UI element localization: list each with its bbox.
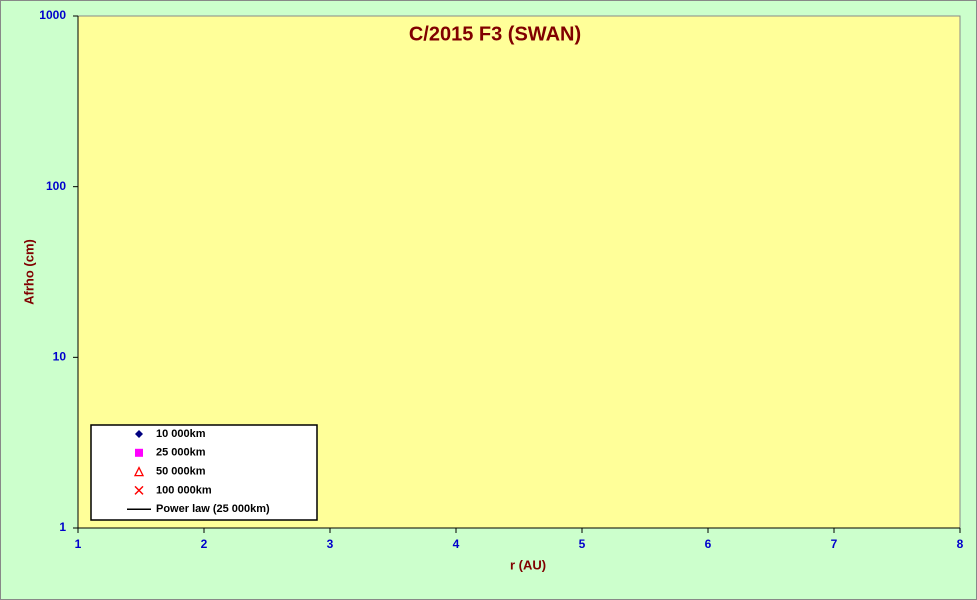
legend-label: Power law (25 000km) (156, 503, 270, 515)
x-tick-label: 4 (453, 537, 460, 551)
chart-title: C/2015 F3 (SWAN) (409, 23, 581, 45)
legend-marker (133, 466, 145, 477)
x-tick-label: 7 (831, 537, 838, 551)
legend-marker (135, 430, 143, 438)
legend-label: 50 000km (156, 466, 206, 478)
legend-label: 10 000km (156, 428, 206, 440)
x-tick-label: 5 (579, 537, 586, 551)
y-tick-label: 10 (53, 350, 67, 364)
x-tick-label: 6 (705, 537, 712, 551)
legend-label: 100 000km (156, 484, 212, 496)
x-tick-label: 1 (75, 537, 82, 551)
x-axis-label: r (AU) (510, 557, 546, 572)
legend-marker (134, 485, 144, 495)
y-tick-label: 1 (59, 520, 66, 534)
y-tick-label: 1000 (39, 8, 66, 22)
legend-label: 25 000km (156, 447, 206, 459)
x-tick-label: 2 (201, 537, 208, 551)
legend-box (90, 424, 318, 521)
x-tick-label: 8 (957, 537, 964, 551)
legend-marker (135, 448, 143, 457)
y-tick-label: 100 (46, 179, 66, 193)
x-tick-label: 3 (327, 537, 334, 551)
y-axis-label: Afrho (cm) (21, 239, 36, 305)
